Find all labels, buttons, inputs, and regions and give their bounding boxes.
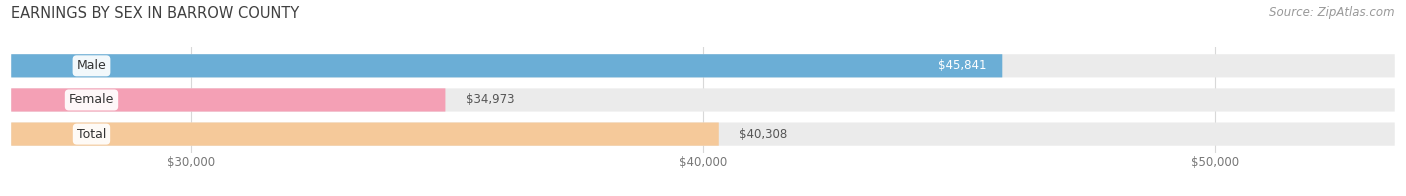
FancyBboxPatch shape: [11, 54, 1002, 77]
FancyBboxPatch shape: [11, 122, 718, 146]
Text: $45,841: $45,841: [938, 59, 987, 72]
FancyBboxPatch shape: [11, 88, 446, 112]
Text: Female: Female: [69, 93, 114, 106]
Text: EARNINGS BY SEX IN BARROW COUNTY: EARNINGS BY SEX IN BARROW COUNTY: [11, 6, 299, 21]
Text: Total: Total: [77, 128, 107, 141]
Text: $34,973: $34,973: [465, 93, 515, 106]
FancyBboxPatch shape: [11, 122, 1395, 146]
Text: $40,308: $40,308: [740, 128, 787, 141]
Text: Source: ZipAtlas.com: Source: ZipAtlas.com: [1270, 6, 1395, 19]
FancyBboxPatch shape: [11, 54, 1395, 77]
FancyBboxPatch shape: [11, 88, 1395, 112]
Text: Male: Male: [76, 59, 107, 72]
